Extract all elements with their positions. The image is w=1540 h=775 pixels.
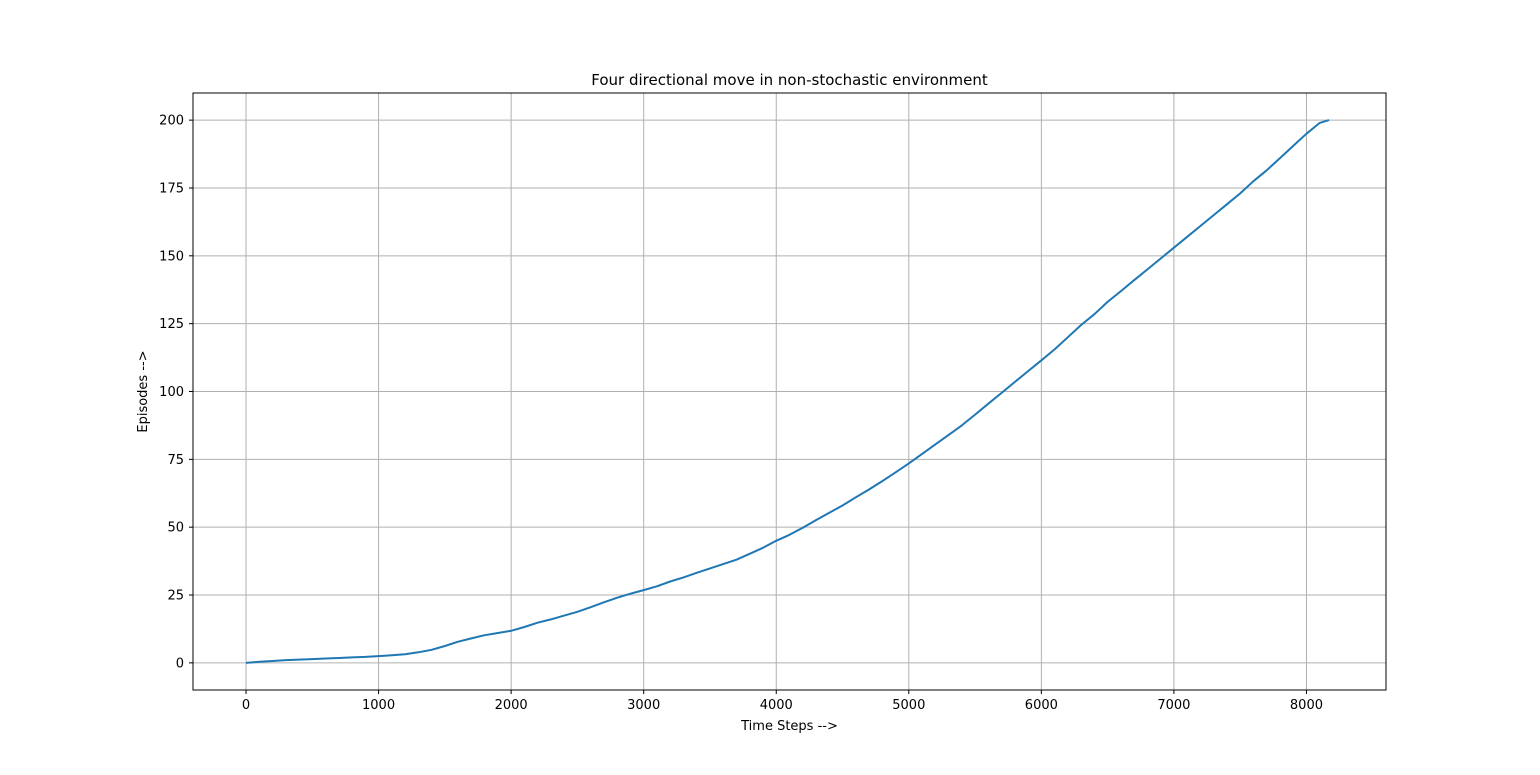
- y-tick-label: 50: [167, 521, 184, 536]
- x-tick-label: 2000: [495, 698, 528, 713]
- y-tick-label: 100: [159, 385, 184, 400]
- y-tick-label: 0: [176, 656, 184, 671]
- y-tick-label: 150: [159, 249, 184, 264]
- y-tick-label: 200: [159, 114, 184, 129]
- series-line: [245, 119, 1330, 664]
- x-tick-label: 5000: [892, 698, 925, 713]
- y-tick-label: 175: [159, 181, 184, 196]
- x-tick-label: 8000: [1290, 698, 1323, 713]
- y-tick-label: 25: [167, 589, 184, 604]
- y-tick-label: 75: [167, 453, 184, 468]
- x-axis-label: Time Steps -->: [740, 719, 838, 734]
- x-tick-label: 1000: [362, 698, 395, 713]
- y-axis-label: Episodes -->: [136, 350, 151, 432]
- x-axis-ticks: 0 1000 2000 3000 4000 5000 6000 7000 8000: [242, 690, 1323, 713]
- grid: [193, 93, 1386, 690]
- y-tick-label: 125: [159, 317, 184, 332]
- x-tick-label: 6000: [1025, 698, 1058, 713]
- x-tick-label: 0: [242, 698, 250, 713]
- x-tick-label: 4000: [760, 698, 793, 713]
- x-tick-label: 7000: [1157, 698, 1190, 713]
- x-tick-label: 3000: [627, 698, 660, 713]
- y-axis-ticks: 0 25 50 75 100 125 150 175 200: [159, 114, 193, 671]
- chart-title: Four directional move in non-stochastic …: [591, 71, 988, 89]
